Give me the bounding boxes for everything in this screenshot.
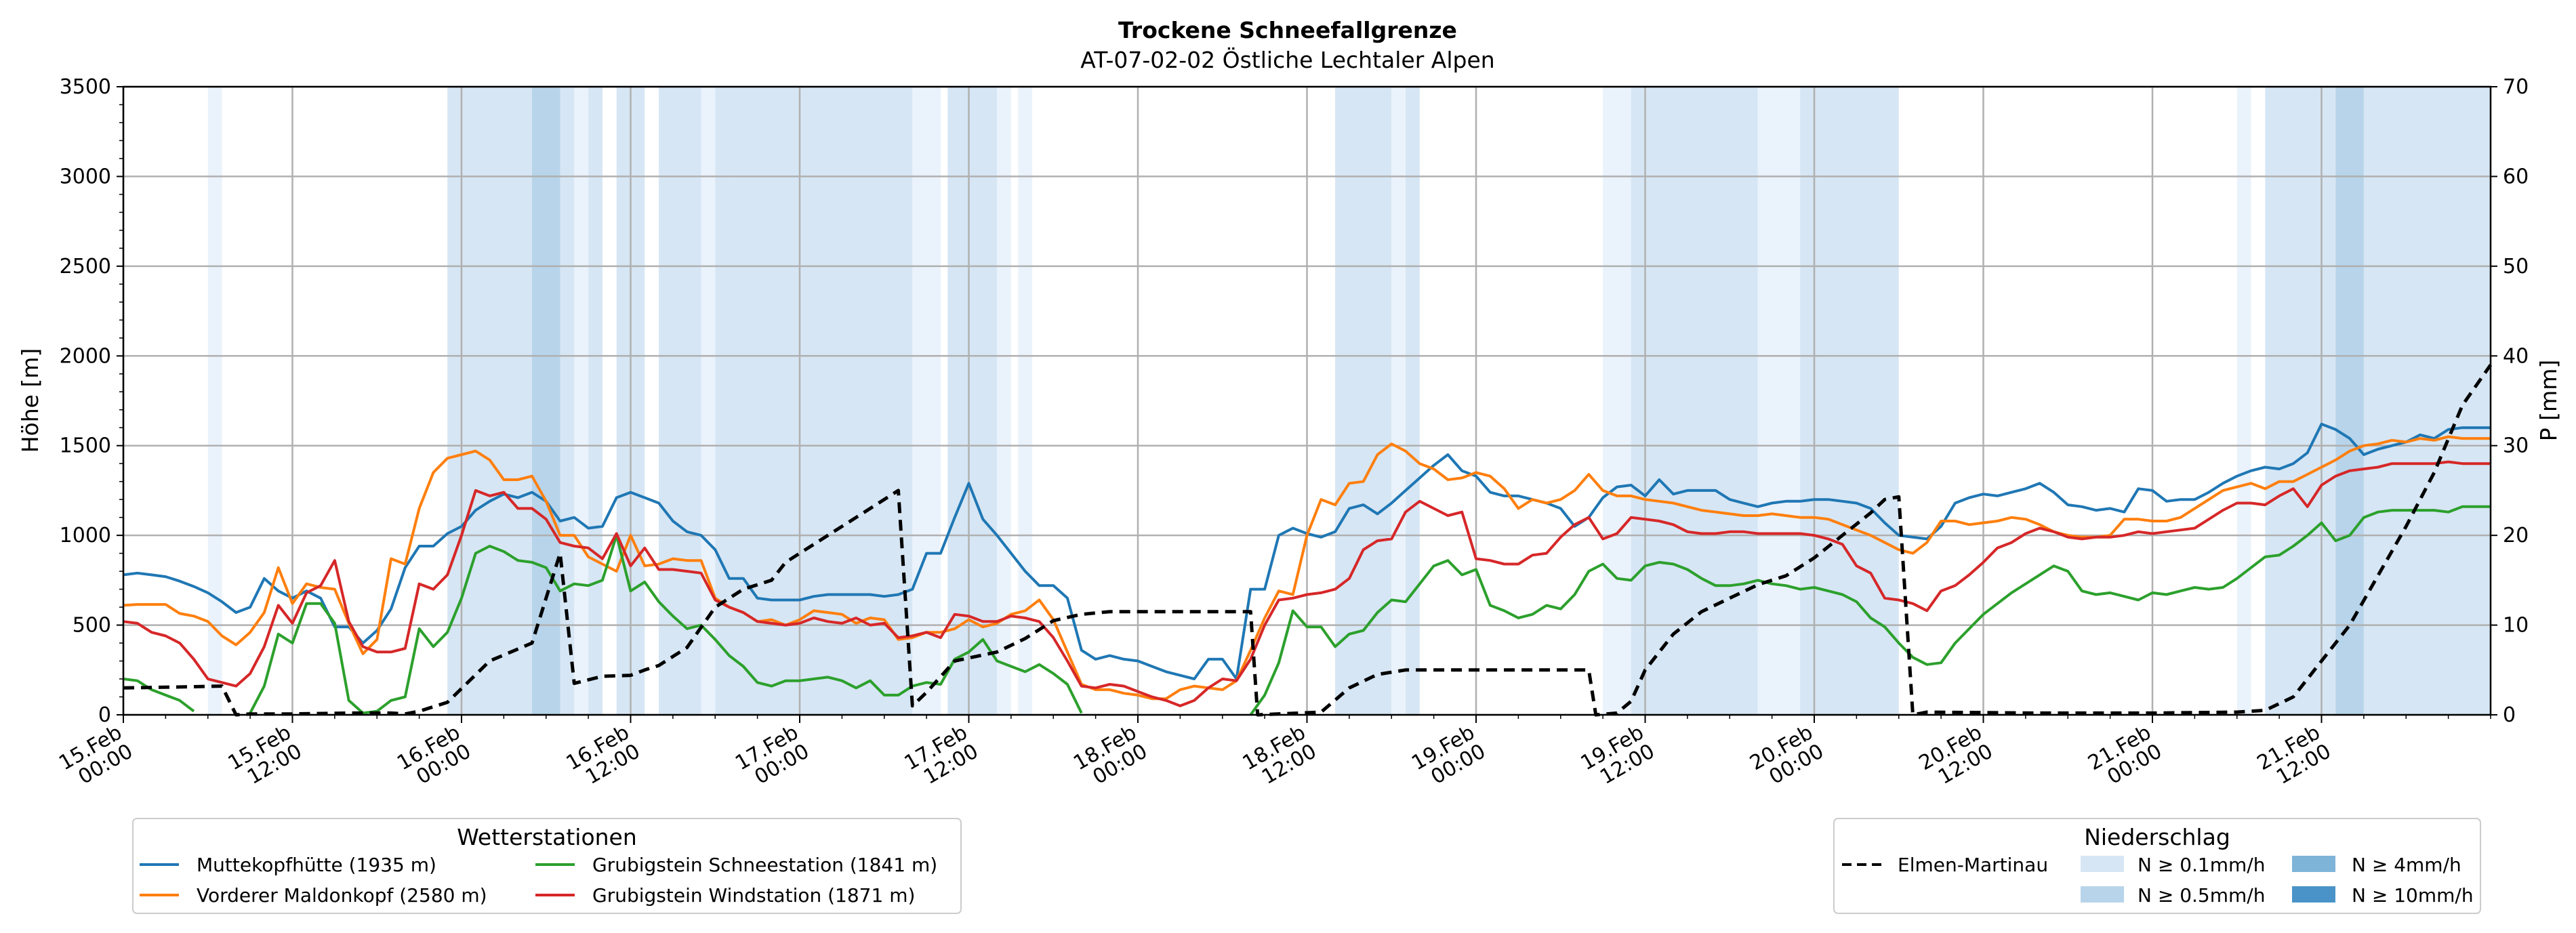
y-tick-label-0: 0 [98, 703, 111, 727]
series-lines [123, 364, 2493, 717]
precip-band-1 [447, 87, 532, 715]
legend-stations-title: Wetterstationen [457, 824, 637, 850]
y-right-tick-label-7: 70 [2503, 75, 2529, 99]
precip-band-20 [1757, 87, 1801, 715]
legend-label-muttekopf: Muttekopfhütte (1935 m) [197, 854, 436, 876]
legend-label-n10: N ≥ 10mm/h [2352, 884, 2474, 907]
precip-band-23 [2265, 87, 2336, 715]
precip-band-3 [560, 87, 575, 715]
y-tick-label-7: 3500 [60, 75, 111, 99]
precip-band-8 [701, 87, 716, 715]
y-axis-left: 0 500 1000 1500 2000 2500 3000 3500 [60, 75, 123, 727]
series-line-2-2 [1249, 505, 2491, 716]
legend-label-n01: N ≥ 0.1mm/h [2138, 854, 2265, 876]
y-right-tick-label-0: 0 [2503, 703, 2516, 727]
series-line-3-0 [123, 460, 2491, 707]
y-tick-label-1: 500 [73, 614, 111, 638]
precip-band-22 [2236, 87, 2251, 715]
y-tick-label-5: 2500 [60, 255, 111, 278]
precip-band-11 [912, 87, 941, 715]
y-right-tick-label-5: 50 [2503, 255, 2529, 278]
legend-stations: Wetterstationen Muttekopfhütte (1935 m) … [132, 818, 962, 914]
precipitation-bands [207, 87, 2491, 715]
series-line-2-0 [123, 678, 195, 713]
y-axis-right: 0 10 20 30 40 50 60 70 [2491, 75, 2529, 727]
precip-band-17 [1406, 87, 1420, 715]
legend-label-windstation: Grubigstein Windstation (1871 m) [592, 884, 915, 907]
legend-label-schneestation: Grubigstein Schneestation (1841 m) [592, 854, 937, 876]
y-axis-label: Höhe [m] [17, 348, 43, 453]
precip-band-14 [1018, 87, 1033, 715]
legend-label-n05: N ≥ 0.5mm/h [2138, 884, 2265, 907]
precip-band-0 [207, 87, 222, 715]
precip-band-13 [997, 87, 1011, 715]
chart-title: Trockene Schneefallgrenze [1118, 17, 1457, 43]
series-line-4-0 [123, 364, 2493, 717]
y-tick-label-6: 3000 [60, 165, 111, 188]
legend-label-elmen: Elmen-Martinau [1898, 854, 2048, 876]
precip-band-9 [715, 87, 730, 715]
chart-subtitle: AT-07-02-02 Östliche Lechtaler Alpen [1080, 46, 1494, 73]
y-right-tick-label-2: 20 [2503, 524, 2529, 547]
legend-swatch-n4 [2292, 856, 2335, 872]
legend-swatch-n01 [2081, 856, 2124, 872]
precip-band-12 [947, 87, 998, 715]
y-axis-label-right: P [mm] [2535, 360, 2562, 441]
y-tick-label-4: 2000 [60, 344, 111, 368]
legend-precip-title: Niederschlag [2084, 824, 2230, 850]
precip-band-24 [2335, 87, 2364, 715]
legend-swatch-n05 [2081, 886, 2124, 903]
precip-band-19 [1631, 87, 1758, 715]
precip-band-21 [1800, 87, 1899, 715]
precip-band-15 [1335, 87, 1392, 715]
y-right-tick-label-1: 10 [2503, 614, 2529, 638]
precip-band-2 [531, 87, 560, 715]
series-line-2-1 [249, 534, 1083, 715]
y-right-tick-label-4: 40 [2503, 344, 2529, 368]
precip-band-16 [1391, 87, 1406, 715]
y-tick-label-2: 1000 [60, 524, 111, 547]
legend-label-n4: N ≥ 4mm/h [2352, 854, 2461, 876]
precip-band-10 [729, 87, 913, 715]
y-right-tick-label-3: 30 [2503, 434, 2529, 458]
y-tick-label-3: 1500 [60, 434, 111, 458]
precip-band-5 [588, 87, 602, 715]
legend-precipitation: Niederschlag Elmen-Martinau N ≥ 0.1mm/h … [1833, 818, 2481, 914]
precip-band-4 [574, 87, 589, 715]
precip-band-18 [1603, 87, 1631, 715]
legend-label-maldonkopf: Vorderer Maldonkopf (2580 m) [197, 884, 487, 907]
precip-band-25 [2363, 87, 2491, 715]
y-right-tick-label-6: 60 [2503, 165, 2529, 188]
legend-swatch-n10 [2292, 886, 2335, 903]
